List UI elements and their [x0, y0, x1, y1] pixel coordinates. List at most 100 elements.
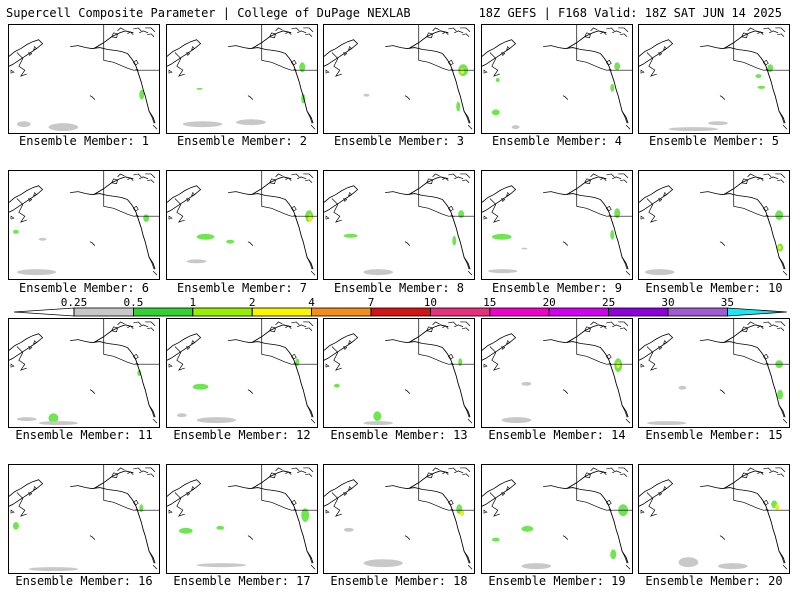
scp-contour — [196, 233, 215, 240]
scp-contour — [521, 381, 532, 386]
scp-contour — [501, 417, 532, 424]
member-label-2: Ensemble Member: 2 — [176, 134, 308, 148]
scp-contour — [708, 121, 728, 126]
scp-contour — [226, 239, 235, 244]
colorbar-segment — [667, 307, 728, 317]
scp-contour — [38, 421, 79, 426]
scp-contour — [678, 557, 699, 568]
map-svg — [482, 25, 632, 130]
scp-contour — [196, 87, 203, 90]
scp-contour — [192, 383, 209, 390]
map-panel-member-9 — [481, 170, 633, 280]
map-svg — [9, 465, 159, 572]
scp-contour — [777, 389, 784, 400]
scp-contour — [48, 123, 79, 132]
scp-contour — [333, 383, 340, 388]
scp-contour — [757, 85, 766, 89]
scp-contour — [458, 358, 463, 367]
coastline-map — [639, 319, 789, 424]
scp-contour — [343, 527, 354, 532]
scp-contour — [139, 504, 144, 513]
map-panel-member-20 — [638, 464, 790, 574]
scp-contour — [511, 125, 520, 130]
scp-contour — [137, 370, 142, 376]
scp-contour — [610, 229, 615, 240]
member-label-4: Ensemble Member: 4 — [491, 134, 623, 148]
scp-contour — [38, 237, 47, 241]
map-panel-member-11 — [8, 318, 160, 428]
scp-contour — [452, 235, 457, 246]
coastline-map — [167, 319, 317, 424]
colorbar-segment — [608, 307, 669, 317]
scp-contour — [460, 510, 465, 517]
member-label-13: Ensemble Member: 13 — [330, 428, 468, 442]
member-label-20: Ensemble Member: 20 — [645, 574, 783, 588]
scp-contour — [16, 269, 57, 276]
scp-contour — [610, 549, 617, 560]
scp-contour — [363, 559, 403, 568]
scp-contour — [521, 525, 534, 532]
map-svg — [167, 171, 317, 276]
member-label-6: Ensemble Member: 6 — [18, 281, 150, 295]
member-label-16: Ensemble Member: 16 — [15, 574, 153, 588]
colorbar-segment — [548, 307, 610, 317]
page-title: Supercell Composite Parameter | College … — [6, 6, 411, 20]
scp-contour — [491, 109, 500, 116]
map-panel-member-19 — [481, 464, 633, 574]
member-label-17: Ensemble Member: 17 — [173, 574, 311, 588]
scp-contour — [139, 89, 145, 100]
scp-contour — [646, 421, 687, 426]
colorbar-segment — [251, 307, 312, 317]
scp-contour — [308, 214, 313, 223]
colorbar-tick-label: 25 — [602, 298, 615, 309]
colorbar-tick-label: 1 — [189, 298, 196, 309]
colorbar-segment — [489, 307, 550, 317]
scp-contour — [610, 83, 615, 92]
map-panel-member-18 — [323, 464, 475, 574]
scp-contour — [521, 247, 528, 250]
member-label-18: Ensemble Member: 18 — [330, 574, 468, 588]
scp-contour — [460, 68, 465, 75]
coastline-map — [167, 25, 317, 130]
scp-contour — [458, 210, 465, 219]
member-label-5: Ensemble Member: 5 — [648, 134, 780, 148]
member-label-1: Ensemble Member: 1 — [18, 134, 150, 148]
scp-contour — [182, 121, 223, 128]
colorbar-low-arrow — [13, 307, 75, 317]
map-svg — [482, 465, 632, 570]
coastline-map — [639, 25, 789, 130]
scp-contour — [363, 421, 394, 426]
map-panel-member-7 — [166, 170, 318, 280]
colorbar-segment — [132, 307, 194, 317]
member-label-8: Ensemble Member: 8 — [333, 281, 465, 295]
coastline-map — [167, 465, 317, 570]
map-svg — [324, 171, 474, 276]
scp-contour — [644, 269, 675, 276]
coastline-map — [9, 25, 159, 130]
scp-contour — [12, 521, 19, 530]
scp-contour — [755, 74, 762, 79]
map-svg — [167, 25, 317, 130]
member-label-19: Ensemble Member: 19 — [488, 574, 626, 588]
coastline-map — [482, 25, 632, 130]
scp-contour — [775, 504, 780, 511]
coastline-map — [324, 319, 474, 424]
scp-contour — [343, 233, 358, 238]
scp-contour — [668, 127, 718, 132]
map-panel-member-5 — [638, 24, 790, 134]
colorbar-tick-label: 0.5 — [123, 298, 143, 309]
map-panel-member-6 — [8, 170, 160, 280]
scp-contour — [299, 62, 306, 73]
map-svg — [639, 319, 789, 426]
coastline-map — [167, 171, 317, 276]
coastline-map — [9, 171, 159, 276]
map-svg — [167, 465, 317, 570]
colorbar-tick-label: 7 — [368, 298, 375, 309]
coastline-map — [324, 25, 474, 130]
scp-contour — [236, 119, 266, 126]
coastline-map — [482, 171, 632, 276]
scp-contour — [48, 413, 59, 424]
scp-contour — [521, 563, 552, 570]
map-svg — [9, 25, 159, 132]
scp-contour — [616, 362, 621, 369]
